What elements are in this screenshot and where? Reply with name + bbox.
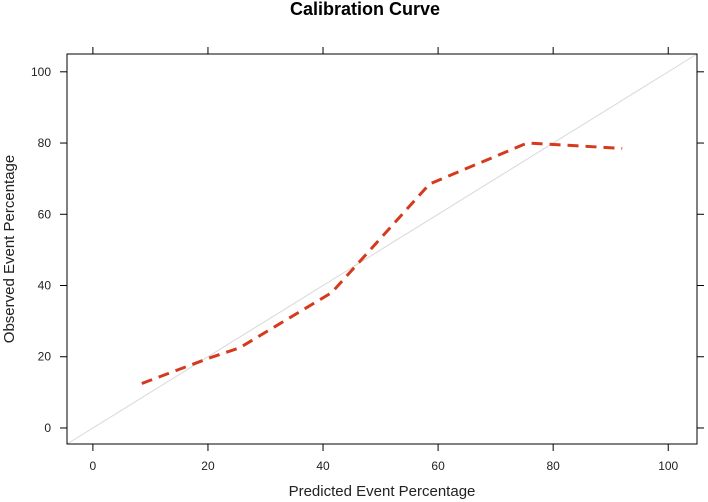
- y-tick-label: 100: [31, 65, 51, 79]
- y-tick-label: 20: [38, 350, 52, 364]
- y-axis-label: Observed Event Percentage: [1, 155, 18, 343]
- x-tick-label: 80: [546, 459, 560, 473]
- y-tick-label: 60: [38, 207, 52, 221]
- y-tick-label: 40: [38, 279, 52, 293]
- x-tick-label: 0: [90, 459, 97, 473]
- x-axis-label: Predicted Event Percentage: [289, 483, 476, 500]
- calibration-line: [141, 141, 623, 385]
- x-tick-label: 40: [316, 459, 330, 473]
- chart-title: Calibration Curve: [290, 0, 440, 19]
- reference-line: [66, 53, 698, 445]
- y-tick-label: 0: [44, 421, 51, 435]
- x-tick-label: 20: [201, 459, 215, 473]
- plot-frame: [66, 53, 698, 445]
- y-tick-label: 80: [38, 136, 52, 150]
- x-tick-label: 60: [431, 459, 445, 473]
- x-tick-label: 100: [658, 459, 678, 473]
